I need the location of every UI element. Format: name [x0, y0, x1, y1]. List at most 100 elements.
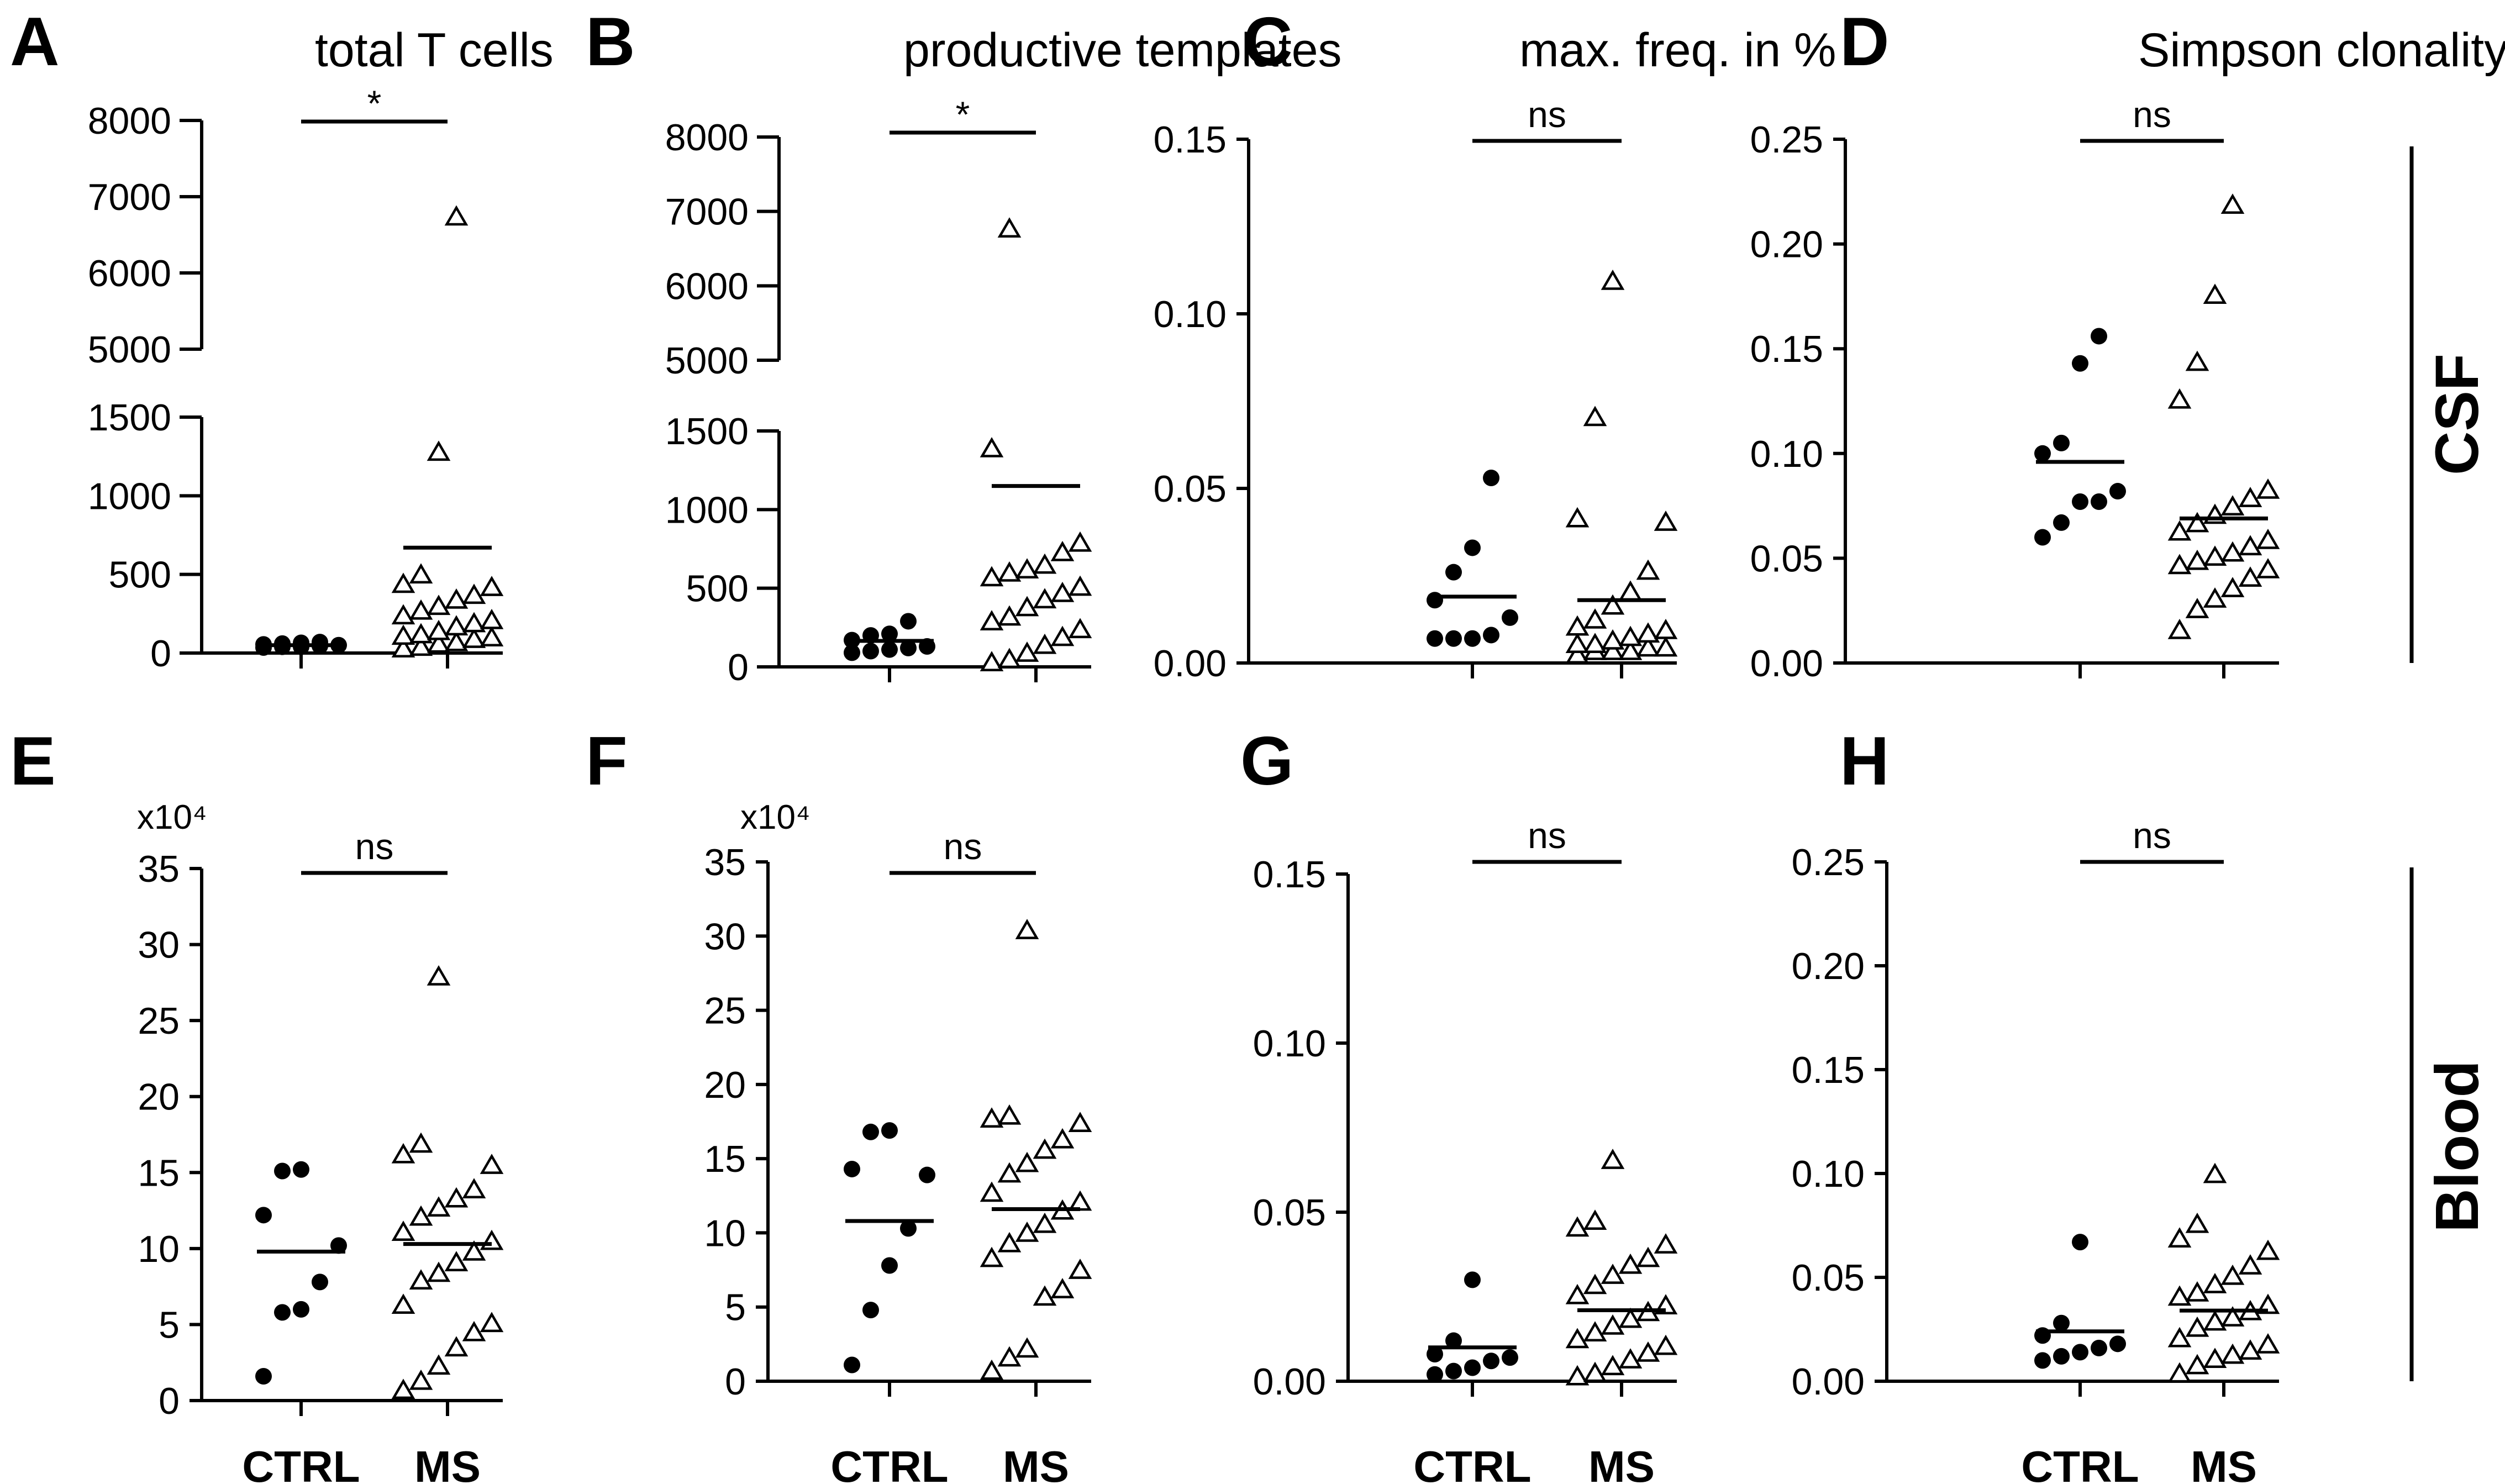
- ms-point: [462, 1240, 486, 1261]
- y-tick-label: 0.25: [1792, 841, 1865, 883]
- significance-label: ns: [1528, 815, 1566, 856]
- ctrl-point: [881, 641, 898, 658]
- ms-point: [1654, 619, 1678, 639]
- ms-point: [2238, 1254, 2262, 1275]
- ctrl-point: [2091, 328, 2107, 345]
- y-tick-label: 0.15: [1750, 328, 1823, 370]
- ms-point: [409, 599, 433, 620]
- ms-point: [2220, 1264, 2245, 1285]
- panel-letter: D: [1840, 4, 1890, 80]
- panel-letter: B: [586, 4, 635, 80]
- panel-letter: A: [10, 4, 60, 80]
- ctrl-point: [2091, 1339, 2107, 1356]
- significance-label: ns: [2133, 94, 2171, 135]
- ms-point: [1618, 625, 1643, 646]
- panel-h: H 0.00 0.05 0.10 0.15 0.20 0.25 CTRL MS ns: [1792, 723, 2280, 1484]
- ctrl-point: [1502, 1349, 1518, 1366]
- ms-point: [391, 1220, 415, 1241]
- ms-point: [1033, 553, 1057, 574]
- ms-point: [2167, 388, 2192, 409]
- panel-title: productive templates: [903, 24, 1342, 77]
- ms-point: [2220, 495, 2245, 516]
- y-tick-label: 5000: [88, 329, 171, 371]
- ctrl-point: [1445, 1332, 1462, 1349]
- ms-point: [1583, 633, 1607, 654]
- ms-point: [427, 1354, 451, 1375]
- ms-point: [980, 566, 1004, 587]
- ms-point: [427, 965, 451, 986]
- ms-point: [2185, 1281, 2209, 1302]
- y-tick-label: 0: [725, 1361, 746, 1403]
- significance-label: ns: [2133, 815, 2171, 856]
- ms-point: [1565, 1365, 1590, 1386]
- ms-point: [997, 1346, 1022, 1367]
- ms-point: [980, 651, 1004, 671]
- ms-point: [1068, 575, 1092, 596]
- y-tick-label: 0.15: [1792, 1049, 1865, 1091]
- ms-point: [2203, 587, 2227, 608]
- x-category-label: CTRL: [1413, 1442, 1531, 1484]
- significance-label: *: [367, 83, 382, 124]
- ctrl-point: [919, 1166, 935, 1183]
- y-tick-label: 0.15: [1154, 119, 1227, 161]
- ctrl-point: [255, 1207, 272, 1224]
- ms-point: [997, 1232, 1022, 1253]
- significance-label: ns: [944, 826, 982, 867]
- ms-point: [480, 576, 504, 596]
- ctrl-point: [293, 1161, 309, 1178]
- ctrl-point: [900, 639, 917, 656]
- ms-point: [980, 437, 1004, 457]
- ms-point: [2167, 619, 2192, 639]
- ms-point: [2256, 1293, 2280, 1314]
- ms-point: [1601, 1355, 1625, 1376]
- ms-point: [2220, 193, 2245, 214]
- row-label: Blood: [2423, 1060, 2491, 1233]
- ms-point: [1068, 531, 1092, 552]
- significance-label: ns: [1528, 94, 1566, 135]
- ms-point: [1618, 1348, 1643, 1369]
- ms-point: [1565, 615, 1590, 636]
- ms-point: [2220, 541, 2245, 562]
- ctrl-point: [1483, 627, 1499, 644]
- ms-point: [480, 1154, 504, 1174]
- ms-point: [2203, 1348, 2227, 1369]
- ctrl-point: [1427, 592, 1443, 609]
- ms-point: [2256, 1333, 2280, 1354]
- ctrl-point: [1483, 1353, 1499, 1370]
- significance-label: *: [956, 94, 970, 135]
- ctrl-point: [844, 1356, 860, 1374]
- ms-point: [462, 612, 486, 633]
- ms-point: [1654, 636, 1678, 657]
- y-tick-label: 0: [150, 633, 171, 675]
- y-tick-label: 0.05: [1253, 1192, 1326, 1234]
- ms-point: [391, 1293, 415, 1314]
- ctrl-point: [1464, 630, 1481, 647]
- y-tick-label: 0.05: [1154, 468, 1227, 510]
- ms-point: [427, 1261, 451, 1282]
- ms-point: [1068, 1190, 1092, 1211]
- x-category-label: MS: [2191, 1442, 2257, 1484]
- ms-point: [1033, 588, 1057, 609]
- ms-point: [997, 1104, 1022, 1125]
- ms-point: [1636, 1246, 1660, 1267]
- y-tick-label: 35: [138, 848, 180, 890]
- ctrl-point: [312, 1273, 328, 1291]
- ms-point: [427, 440, 451, 461]
- ms-point: [2167, 554, 2192, 575]
- ms-point: [1565, 643, 1590, 664]
- x-category-label: MS: [414, 1442, 481, 1484]
- ms-point: [1601, 1264, 1625, 1284]
- panel-letter: F: [586, 723, 628, 799]
- ms-point: [1015, 558, 1039, 578]
- ms-point: [1654, 1334, 1678, 1355]
- ms-point: [1601, 270, 1625, 290]
- ms-point: [2167, 1327, 2192, 1348]
- ms-point: [391, 624, 415, 645]
- ms-point: [1654, 511, 1678, 531]
- ctrl-point: [1464, 539, 1481, 556]
- y-tick-label: 0.20: [1792, 945, 1865, 987]
- ms-point: [409, 1205, 433, 1226]
- y-tick-label: 5: [159, 1304, 180, 1346]
